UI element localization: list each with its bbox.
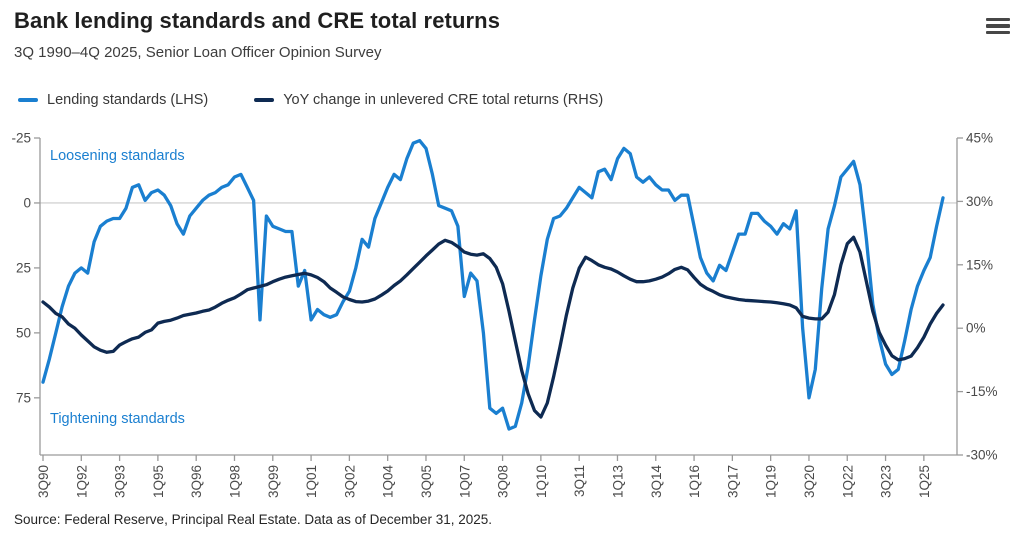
- right-axis-label: 30%: [966, 194, 993, 209]
- x-axis-label: 3Q99: [266, 465, 281, 498]
- x-axis-label: 1Q95: [151, 465, 166, 498]
- x-axis-label: 1Q25: [917, 465, 932, 498]
- left-axis-label: 75: [16, 390, 31, 405]
- x-axis-label: 1Q04: [381, 465, 396, 499]
- legend-label: Lending standards (LHS): [47, 92, 209, 108]
- legend: Lending standards (LHS) YoY change in un…: [18, 92, 603, 108]
- x-axis-label: 3Q20: [802, 465, 817, 498]
- right-axis-label: -15%: [966, 384, 998, 399]
- x-axis-label: 1Q19: [764, 465, 779, 498]
- x-axis-label: 1Q07: [457, 465, 472, 498]
- x-axis-label: 1Q10: [534, 465, 549, 498]
- legend-item-lending-standards[interactable]: Lending standards (LHS): [18, 92, 208, 108]
- cre-returns-line[interactable]: [41, 235, 945, 419]
- x-axis-label: 1Q01: [304, 465, 319, 498]
- x-axis-label: 1Q98: [227, 465, 242, 498]
- source-note: Source: Federal Reserve, Principal Real …: [14, 512, 492, 527]
- left-axis-label: 0: [23, 195, 31, 210]
- x-axis-label: 3Q08: [496, 465, 511, 498]
- x-axis-label: 1Q13: [610, 465, 625, 498]
- page-title: Bank lending standards and CRE total ret…: [14, 8, 501, 33]
- right-axis-label: 45%: [966, 131, 993, 146]
- x-axis-label: 3Q17: [725, 465, 740, 498]
- hamburger-bar: [986, 30, 1010, 35]
- hamburger-menu-icon[interactable]: [984, 14, 1012, 38]
- chart-plot-area: -25 0 25 50 75 45% 30% 15% 0% -15% -30% 3Q90 1Q92 3Q9…: [0, 125, 1024, 520]
- annotation-loosening-standards: Loosening standards: [50, 148, 185, 164]
- x-axis-label: 1Q22: [840, 465, 855, 498]
- x-axis-label: 3Q14: [649, 465, 664, 499]
- x-axis-label: 3Q11: [572, 465, 587, 497]
- chart-svg: -25 0 25 50 75 45% 30% 15% 0% -15% -30% 3Q90 1Q92 3Q9…: [11, 131, 998, 499]
- x-axis-label: 3Q90: [36, 465, 51, 498]
- legend-line-marker: [254, 98, 275, 102]
- legend-item-cre-returns[interactable]: YoY change in unlevered CRE total return…: [254, 92, 603, 108]
- hamburger-bar: [986, 17, 1010, 22]
- lending-standards-line[interactable]: [41, 138, 945, 431]
- chart-subtitle: 3Q 1990–4Q 2025, Senior Loan Officer Opi…: [14, 44, 382, 61]
- x-axis-label: 3Q23: [879, 465, 894, 498]
- left-axis-label: 25: [16, 260, 31, 275]
- x-axis-label: 1Q92: [74, 465, 89, 498]
- x-axis-label: 3Q96: [189, 465, 204, 498]
- x-axis-label: 3Q05: [419, 465, 434, 498]
- left-axis-label: 50: [16, 325, 31, 340]
- x-axis-label: 3Q02: [342, 465, 357, 498]
- x-axis-label: 3Q93: [113, 465, 128, 498]
- x-axis-label: 1Q16: [687, 465, 702, 498]
- legend-label: YoY change in unlevered CRE total return…: [283, 92, 604, 108]
- left-axis-label: -25: [11, 131, 31, 146]
- right-axis-label: 15%: [966, 257, 993, 272]
- right-axis-label: -30%: [966, 448, 998, 463]
- legend-line-marker: [18, 98, 38, 102]
- hamburger-bar: [986, 24, 1010, 28]
- right-axis-label: 0%: [966, 321, 986, 336]
- annotation-tightening-standards: Tightening standards: [50, 411, 185, 427]
